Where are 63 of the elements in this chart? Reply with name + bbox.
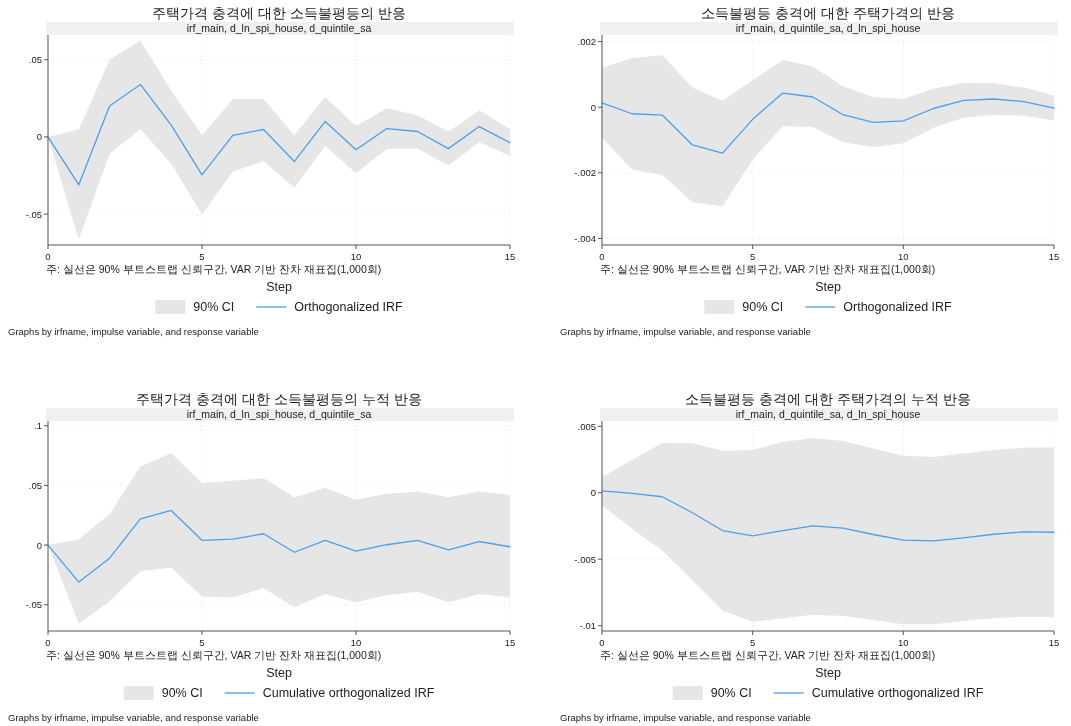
y-tick-label: 0 bbox=[36, 131, 42, 143]
x-tick-label: 5 bbox=[199, 637, 205, 648]
text: Graphs by irfname, impulse variable, and response variable bbox=[8, 712, 259, 723]
y-tick-label: 0 bbox=[36, 539, 42, 551]
text: 90% CI bbox=[193, 300, 235, 314]
y-tick-label: -.05 bbox=[25, 208, 42, 220]
y-tick-label: -.002 bbox=[574, 167, 596, 179]
text: Graphs by irfname, impulse variable, and response variable bbox=[560, 712, 811, 723]
legend-label: Cumulative orthogonalized IRF bbox=[262, 686, 435, 700]
x-tick-label: 10 bbox=[898, 251, 909, 262]
text: 90% CI bbox=[742, 300, 784, 314]
x-tick-label: 0 bbox=[45, 637, 51, 648]
x-axis-title: Step bbox=[266, 666, 292, 680]
x-tick-label: 10 bbox=[350, 251, 362, 262]
line-series bbox=[601, 490, 1055, 542]
x-axis-title: Step bbox=[815, 666, 841, 680]
y-tick-label: -.01 bbox=[579, 620, 596, 632]
y-tick-label: -.005 bbox=[574, 553, 596, 565]
y-tick-label: .05 bbox=[28, 479, 42, 491]
chart-subtitle: irf_main, d_ln_spi_house, d_quintile_sa bbox=[186, 408, 372, 420]
y-tick-label: .1 bbox=[34, 420, 42, 432]
y-tick-label: .002 bbox=[577, 36, 596, 48]
text: 90% CI bbox=[161, 686, 203, 700]
chart-title: 소득불평등 충격에 대한 주택가격의 반응 bbox=[701, 5, 955, 21]
x-axis-title: Step bbox=[266, 280, 292, 294]
chart-subtitle: irf_main, d_quintile_sa, d_ln_spi_house bbox=[735, 22, 921, 34]
text: Graphs by irfname, impulse variable, and response variable bbox=[560, 326, 811, 337]
text: 주: 실선은 90% 부트스트랩 신뢰구간, VAR 기반 잔차 재표집(1,000회) bbox=[600, 649, 936, 661]
x-tick-label: 15 bbox=[504, 251, 516, 262]
x-tick-label: 0 bbox=[45, 251, 51, 262]
x-tick-label: 0 bbox=[599, 251, 605, 262]
legend-label: Cumulative orthogonalized IRF bbox=[811, 686, 984, 700]
chart-title: 주택가격 충격에 대한 소득불평등의 반응 bbox=[152, 5, 406, 21]
text: 90% CI bbox=[710, 686, 752, 700]
text: 주: 실선은 90% 부트스트랩 신뢰구간, VAR 기반 잔차 재표집(1,000회) bbox=[600, 263, 936, 275]
x-tick-label: 5 bbox=[750, 637, 756, 648]
text: Graphs by irfname, impulse variable, and response variable bbox=[8, 326, 259, 337]
chart-subtitle: irf_main, d_quintile_sa, d_ln_spi_house bbox=[735, 408, 921, 420]
x-tick-label: 15 bbox=[1048, 637, 1060, 648]
legend-label: Orthogonalized IRF bbox=[294, 300, 404, 314]
y-tick-label: 0 bbox=[590, 487, 596, 499]
y-tick-label: -.004 bbox=[574, 232, 596, 244]
x-tick-label: 15 bbox=[504, 637, 516, 648]
line-series bbox=[601, 92, 1055, 154]
x-tick-label: 5 bbox=[750, 251, 756, 262]
legend-label: Orthogonalized IRF bbox=[843, 300, 953, 314]
chart-title: 소득불평등 충격에 대한 주택가격의 누적 반응 bbox=[685, 391, 971, 407]
text: 주: 실선은 90% 부트스트랩 신뢰구간, VAR 기반 잔차 재표집(1,000회) bbox=[46, 649, 382, 661]
line-series bbox=[47, 83, 511, 186]
chart-subtitle: irf_main, d_ln_spi_house, d_quintile_sa bbox=[186, 22, 372, 34]
line-series bbox=[47, 509, 511, 583]
y-tick-label: .005 bbox=[577, 420, 596, 432]
x-tick-label: 10 bbox=[350, 637, 362, 648]
x-axis-title: Step bbox=[815, 280, 841, 294]
y-tick-label: -.05 bbox=[25, 599, 42, 611]
x-tick-label: 5 bbox=[199, 251, 205, 262]
y-tick-label: .05 bbox=[28, 54, 42, 66]
x-tick-label: 0 bbox=[599, 637, 605, 648]
y-tick-label: 0 bbox=[590, 101, 596, 113]
x-tick-label: 10 bbox=[898, 637, 909, 648]
text: 주: 실선은 90% 부트스트랩 신뢰구간, VAR 기반 잔차 재표집(1,000회) bbox=[46, 263, 382, 275]
x-tick-label: 15 bbox=[1048, 251, 1060, 262]
chart-title: 주택가격 충격에 대한 소득불평등의 누적 반응 bbox=[136, 391, 422, 407]
